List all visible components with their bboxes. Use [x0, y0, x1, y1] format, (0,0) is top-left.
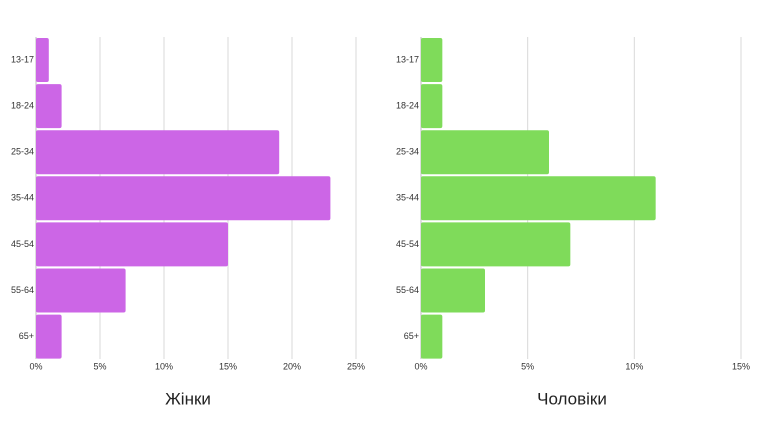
chart-1-category-label-2: 25-34 — [11, 147, 34, 157]
chart-2-bar-18-24 — [421, 84, 443, 129]
chart-1-xtick-label-1: 5% — [93, 361, 106, 371]
chart-1-bar-35-44 — [36, 176, 331, 221]
chart-1-xtick-label-5: 25% — [347, 361, 365, 371]
chart-1-category-label-3: 35-44 — [11, 193, 34, 203]
chart-2-bar-65+ — [421, 314, 443, 359]
chart-2-bar-45-54 — [421, 222, 571, 267]
chart-1-xtick-label-3: 15% — [219, 361, 237, 371]
chart-1-bar-18-24 — [36, 84, 62, 129]
chart-1-bar-13-17 — [36, 38, 49, 82]
chart-2-category-label-1: 18-24 — [396, 100, 419, 110]
chart-1-xtick-label-0: 0% — [29, 361, 42, 371]
chart-2-category-label-2: 25-34 — [396, 147, 419, 157]
chart-1-title: Жінки — [165, 389, 211, 408]
chart-1-xtick-label-2: 10% — [155, 361, 173, 371]
chart-2-category-label-3: 35-44 — [396, 193, 419, 203]
chart-1-bar-55-64 — [36, 268, 126, 313]
chart-1-category-label-5: 55-64 — [11, 285, 34, 295]
chart-2-bar-35-44 — [421, 176, 656, 221]
chart-2-xtick-label-3: 15% — [732, 361, 750, 371]
chart-2-bar-55-64 — [421, 268, 485, 313]
chart-2-category-label-0: 13-17 — [396, 54, 419, 64]
chart-2-xtick-label-0: 0% — [414, 361, 427, 371]
chart-2-category-label-6: 65+ — [404, 331, 419, 341]
chart-2-xtick-label-1: 5% — [521, 361, 534, 371]
chart-2-xtick-label-2: 10% — [625, 361, 643, 371]
chart-1-xtick-label-4: 20% — [283, 361, 301, 371]
chart-1-bar-45-54 — [36, 222, 228, 267]
chart-1-category-label-6: 65+ — [19, 331, 34, 341]
chart-2-bar-25-34 — [421, 130, 549, 175]
chart-1-category-label-1: 18-24 — [11, 100, 34, 110]
chart-2-bar-13-17 — [421, 38, 443, 82]
chart-1-bar-65+ — [36, 314, 62, 359]
chart-2-category-label-5: 55-64 — [396, 285, 419, 295]
chart-1-category-label-0: 13-17 — [11, 54, 34, 64]
chart-1-bar-25-34 — [36, 130, 280, 175]
chart-2-title: Чоловіки — [537, 389, 607, 408]
chart-2-category-label-4: 45-54 — [396, 239, 419, 249]
chart-1-category-label-4: 45-54 — [11, 239, 34, 249]
